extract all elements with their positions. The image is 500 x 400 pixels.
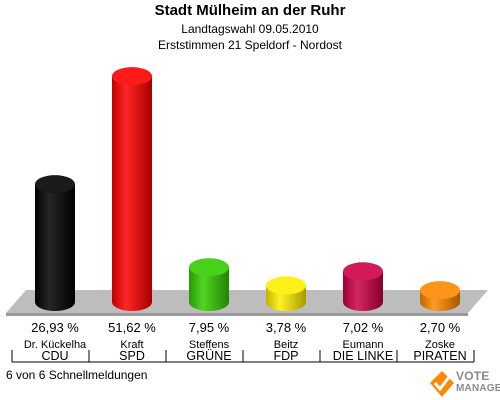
- chart-title: Stadt Mülheim an der Ruhr: [154, 2, 346, 19]
- bar-spd: [112, 67, 152, 311]
- value-label: 7,95 %: [189, 320, 230, 335]
- bar-top: [343, 262, 383, 281]
- bar-die-linke: [343, 262, 383, 311]
- bar-grüne: [189, 258, 229, 311]
- candidate-label: Eumann: [343, 339, 384, 351]
- chart-subtitle-election: Landtagswahl 09.05.2010: [181, 22, 319, 36]
- bar-top: [189, 258, 229, 277]
- party-label: SPD: [119, 349, 145, 363]
- candidate-label: Beitz: [274, 339, 298, 351]
- value-label: 7,02 %: [343, 320, 384, 335]
- party-label: GRÜNE: [186, 349, 231, 363]
- bar-body: [189, 267, 229, 311]
- party-label: DIE LINKE: [333, 349, 393, 363]
- value-label: 3,78 %: [266, 320, 307, 335]
- footer-status: 6 von 6 Schnellmeldungen: [6, 368, 148, 382]
- bar-fdp: [266, 276, 306, 311]
- bar-top: [420, 281, 460, 300]
- bar-body: [343, 271, 383, 311]
- bar-body: [112, 76, 152, 311]
- floor-surface: [6, 290, 488, 313]
- bar-top: [266, 276, 306, 295]
- bar-top: [35, 175, 75, 194]
- chart-floor: [6, 290, 488, 316]
- party-label: PIRATEN: [413, 349, 466, 363]
- bar-top: [112, 67, 152, 86]
- candidate-label: Steffens: [189, 339, 230, 351]
- candidate-label: Dr. Kückelha: [24, 339, 87, 351]
- floor-edge: [6, 313, 468, 316]
- party-label: FDP: [274, 349, 299, 363]
- bar-body: [35, 184, 75, 311]
- votemanager-logo: VOTE MANAGER: [426, 366, 500, 400]
- logo-text-manager: MANAGER: [456, 383, 500, 394]
- value-label: 2,70 %: [420, 320, 461, 335]
- bar-piraten: [420, 281, 460, 311]
- chart-subtitle-district: Erststimmen 21 Speldorf - Nordost: [157, 38, 343, 52]
- bar-cdu: [35, 175, 75, 311]
- candidate-label: Zoske: [425, 339, 455, 351]
- candidate-label: Kraft: [120, 339, 143, 351]
- value-label: 26,93 %: [31, 320, 79, 335]
- value-label: 51,62 %: [108, 320, 156, 335]
- party-label: CDU: [41, 349, 68, 363]
- checkmark-ballot-icon: [430, 371, 454, 397]
- logo-text-vote: VOTE: [456, 369, 490, 383]
